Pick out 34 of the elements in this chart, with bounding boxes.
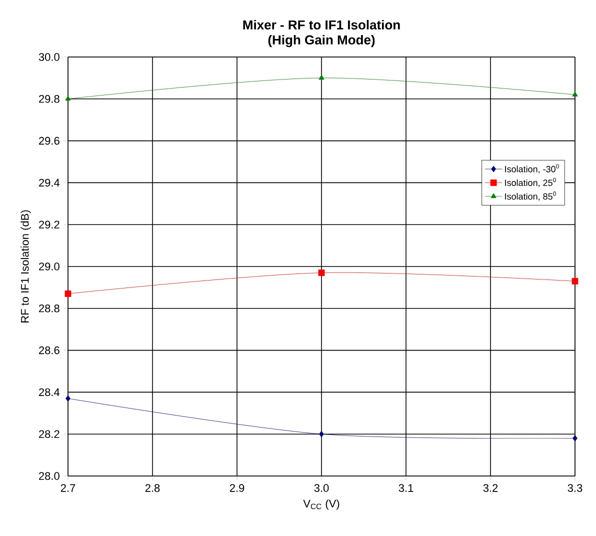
x-tick-label: 2.7	[60, 484, 76, 492]
point	[319, 430, 324, 438]
x-tick-label: 3.1	[398, 484, 414, 492]
y-tick-label: 28.8	[39, 304, 60, 312]
chart-title: Mixer - RF to IF1 Isolation	[243, 20, 400, 30]
point	[65, 96, 71, 101]
y-tick-label: 29.0	[39, 262, 60, 270]
legend-label: Isolation, -30$^{0}$	[505, 164, 559, 174]
legend-label: Isolation, 25$^{0}$	[505, 178, 556, 188]
y-tick-label: 28.4	[39, 388, 60, 396]
y-tick-label: 30.0	[38, 53, 60, 61]
y-tick-label: 28.6	[39, 346, 60, 354]
y-tick-label: 28.2	[39, 430, 60, 438]
x-tick-label: 3.0	[314, 484, 329, 492]
x-tick-label: 3.2	[483, 484, 498, 492]
legend-label: Isolation, 85$^{0}$	[505, 192, 556, 201]
y-tick-label: 29.4	[39, 178, 60, 187]
point	[318, 74, 324, 80]
x-tick-label: 2.8	[145, 484, 160, 492]
point	[572, 92, 578, 96]
y-axis-title: RF to IF1 Isolation (dB)	[20, 210, 31, 322]
x-tick-label: 3.3	[568, 484, 582, 492]
x-tick-label: 2.9	[230, 484, 244, 492]
y-tick-label: 29.2	[39, 220, 60, 228]
point	[66, 395, 70, 402]
y-tick-label: 28.0	[39, 472, 60, 480]
y-tick-label: 29.8	[39, 95, 60, 103]
y-tick-label: 29.6	[39, 136, 60, 145]
point	[572, 278, 578, 284]
point	[572, 435, 578, 442]
chart-subtitle: (High Gain Mode)	[268, 34, 375, 48]
point	[318, 270, 325, 276]
x-axis-title: V$_{CC}$ (V)	[303, 499, 340, 510]
point	[64, 290, 72, 297]
